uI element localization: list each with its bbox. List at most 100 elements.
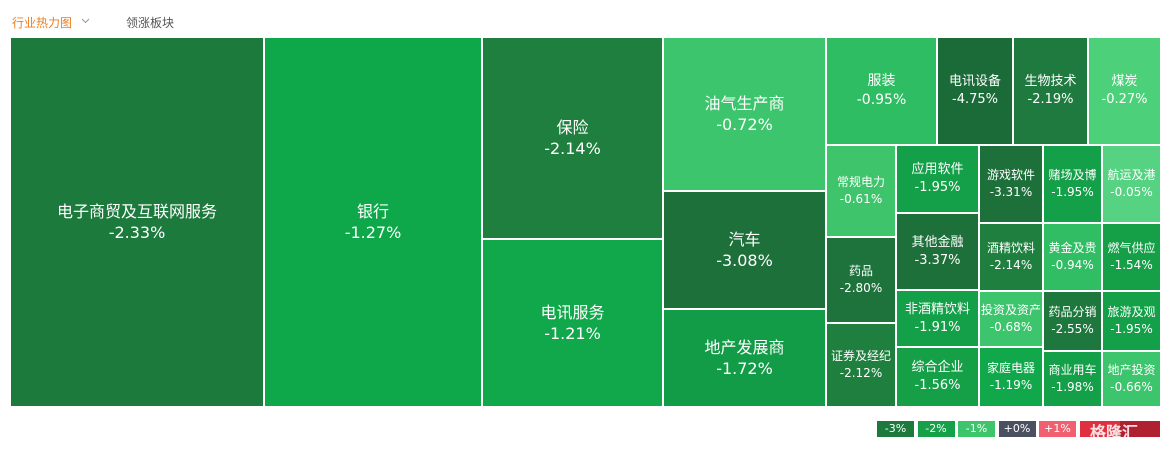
legend-item: -2% bbox=[917, 421, 955, 437]
tile-label: 航运及港 bbox=[1107, 168, 1156, 182]
tile-change: -1.72% bbox=[716, 359, 773, 378]
treemap-tile[interactable]: 银行 -1.27% bbox=[264, 37, 482, 407]
treemap-tile[interactable]: 赌场及博 -1.95% bbox=[1043, 145, 1102, 223]
treemap-tile[interactable]: 其他金融 -3.37% bbox=[896, 213, 979, 290]
treemap-tile[interactable]: 非酒精饮料 -1.91% bbox=[896, 290, 979, 347]
tile-label: 电子商贸及互联网服务 bbox=[56, 202, 217, 221]
tile-change: -0.72% bbox=[716, 115, 773, 134]
tile-change: -1.95% bbox=[914, 180, 961, 195]
treemap-tile[interactable]: 投资及资产 -0.68% bbox=[979, 291, 1043, 347]
tile-label: 常规电力 bbox=[836, 175, 885, 189]
tile-change: -0.27% bbox=[1101, 92, 1148, 107]
tile-label: 证券及经纪 bbox=[830, 349, 891, 363]
treemap-tile[interactable]: 煤炭 -0.27% bbox=[1088, 37, 1161, 145]
tile-change: -1.95% bbox=[1110, 322, 1153, 336]
tile-label: 银行 bbox=[356, 202, 389, 221]
tile-label: 家庭电器 bbox=[986, 361, 1035, 375]
watermark: 格隆汇 bbox=[1090, 423, 1139, 442]
tile-label: 煤炭 bbox=[1111, 74, 1138, 89]
tile-label: 黄金及贵 bbox=[1048, 241, 1097, 255]
tile-change: -4.75% bbox=[952, 92, 998, 107]
tile-label: 商业用车 bbox=[1048, 363, 1097, 377]
treemap-tile[interactable]: 航运及港 -0.05% bbox=[1102, 145, 1161, 223]
tile-label: 非酒精饮料 bbox=[904, 301, 970, 317]
treemap-tile[interactable]: 常规电力 -0.61% bbox=[826, 145, 896, 237]
tile-label: 应用软件 bbox=[911, 162, 964, 177]
tile-change: -1.21% bbox=[544, 324, 601, 343]
treemap-tile[interactable]: 药品分销 -2.55% bbox=[1043, 291, 1102, 351]
legend-item: +1% bbox=[1039, 421, 1076, 437]
tile-label: 赌场及博 bbox=[1048, 168, 1097, 182]
treemap-tile[interactable]: 旅游及观 -1.95% bbox=[1102, 291, 1161, 351]
treemap-tile[interactable]: 电讯服务 -1.21% bbox=[482, 239, 663, 407]
dropdown-icon[interactable] bbox=[81, 18, 90, 24]
tile-change: -0.05% bbox=[1110, 185, 1153, 199]
tile-change: -3.31% bbox=[989, 185, 1033, 199]
treemap-tile[interactable]: 地产投资 -0.66% bbox=[1102, 351, 1161, 407]
tile-label: 电讯服务 bbox=[540, 303, 605, 322]
treemap-tile[interactable]: 家庭电器 -1.19% bbox=[979, 347, 1043, 407]
treemap-tile[interactable]: 汽车 -3.08% bbox=[663, 191, 826, 309]
treemap-tile[interactable]: 电讯设备 -4.75% bbox=[937, 37, 1013, 145]
tile-change: -0.66% bbox=[1110, 380, 1153, 394]
tile-change: -1.54% bbox=[1110, 258, 1153, 272]
treemap-tile[interactable]: 保险 -2.14% bbox=[482, 37, 663, 239]
legend-item: -1% bbox=[958, 421, 995, 437]
tile-label: 电讯设备 bbox=[948, 74, 1001, 89]
tile-label: 其他金融 bbox=[911, 234, 964, 250]
treemap-tile[interactable]: 综合企业 -1.56% bbox=[896, 347, 979, 407]
tab[interactable]: 领涨板块 bbox=[126, 16, 175, 30]
tile-label: 酒精饮料 bbox=[986, 241, 1035, 255]
tile-label: 燃气供应 bbox=[1107, 241, 1156, 255]
legend-item: +0% bbox=[998, 421, 1036, 437]
tile-label: 保险 bbox=[556, 118, 589, 137]
tile-change: -2.80% bbox=[839, 281, 883, 295]
tile-label: 游戏软件 bbox=[986, 168, 1035, 182]
tile-change: -2.55% bbox=[1051, 322, 1094, 336]
tile-change: -0.94% bbox=[1051, 258, 1094, 272]
legend-box bbox=[1120, 421, 1160, 437]
tile-change: -1.19% bbox=[989, 378, 1033, 392]
legend-item: -3% bbox=[877, 421, 914, 437]
treemap-tile[interactable]: 生物技术 -2.19% bbox=[1013, 37, 1088, 145]
tile-change: -2.33% bbox=[108, 223, 166, 242]
tile-label: 药品分销 bbox=[1048, 305, 1097, 319]
tile-change: -2.14% bbox=[989, 258, 1033, 272]
tile-change: -2.19% bbox=[1027, 92, 1074, 107]
tile-label: 综合企业 bbox=[911, 360, 964, 375]
tile-change: -2.14% bbox=[544, 139, 601, 158]
tile-change: -0.61% bbox=[839, 192, 883, 206]
treemap-tile[interactable]: 应用软件 -1.95% bbox=[896, 145, 979, 213]
treemap-tile[interactable]: 游戏软件 -3.31% bbox=[979, 145, 1043, 223]
tile-label: 旅游及观 bbox=[1107, 305, 1156, 319]
tile-label: 服装 bbox=[867, 73, 896, 89]
treemap-tile[interactable]: 服装 -0.95% bbox=[826, 37, 937, 145]
tile-label: 生物技术 bbox=[1024, 74, 1077, 89]
tile-label: 投资及资产 bbox=[980, 303, 1041, 317]
treemap-tile[interactable]: 油气生产商 -0.72% bbox=[663, 37, 826, 191]
tile-change: -2.12% bbox=[839, 366, 883, 380]
tab-active[interactable]: 行业热力图 bbox=[12, 16, 73, 30]
tile-change: -1.95% bbox=[1051, 185, 1094, 199]
treemap-tile[interactable]: 药品 -2.80% bbox=[826, 237, 896, 323]
tile-change: -3.08% bbox=[716, 251, 773, 270]
legend-box bbox=[1080, 421, 1120, 437]
tile-change: -3.37% bbox=[914, 252, 961, 268]
tile-label: 地产投资 bbox=[1107, 363, 1156, 377]
tile-change: -1.98% bbox=[1051, 380, 1094, 394]
treemap-tile[interactable]: 电子商贸及互联网服务 -2.33% bbox=[10, 37, 264, 407]
treemap-tile[interactable]: 地产发展商 -1.72% bbox=[663, 309, 826, 407]
treemap-tile[interactable]: 证券及经纪 -2.12% bbox=[826, 323, 896, 407]
treemap-tile[interactable]: 黄金及贵 -0.94% bbox=[1043, 223, 1102, 291]
tile-label: 地产发展商 bbox=[704, 338, 785, 357]
treemap-tile[interactable]: 酒精饮料 -2.14% bbox=[979, 223, 1043, 291]
tile-change: -0.95% bbox=[856, 92, 907, 108]
tile-label: 药品 bbox=[848, 264, 873, 278]
tile-change: -1.91% bbox=[914, 319, 961, 335]
treemap-tile[interactable]: 商业用车 -1.98% bbox=[1043, 351, 1102, 407]
tile-label: 油气生产商 bbox=[704, 94, 785, 113]
tile-change: -0.68% bbox=[989, 320, 1033, 334]
treemap-tile[interactable]: 燃气供应 -1.54% bbox=[1102, 223, 1161, 291]
tile-change: -1.27% bbox=[344, 223, 402, 242]
